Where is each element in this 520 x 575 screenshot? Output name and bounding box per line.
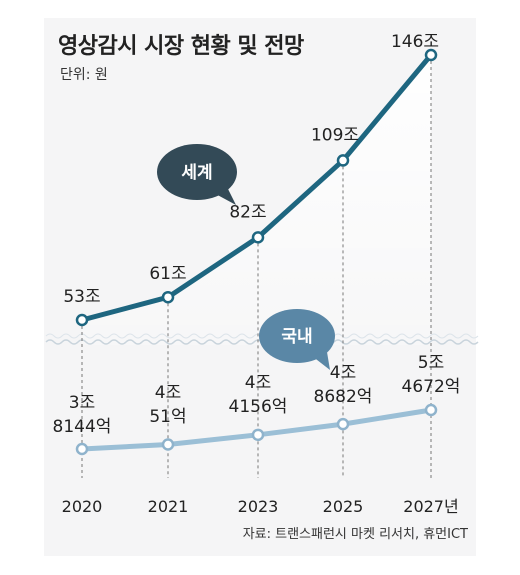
world-data-label: 61조 bbox=[149, 264, 186, 284]
world-series-bubble-label: 세계 bbox=[181, 163, 212, 183]
world-data-label: 82조 bbox=[229, 202, 266, 222]
world-point bbox=[336, 154, 350, 167]
x-tick-label: 2023 bbox=[238, 497, 279, 516]
world-point bbox=[75, 313, 89, 327]
x-tick-label: 2027년 bbox=[403, 497, 458, 516]
domestic-point bbox=[424, 403, 438, 417]
domestic-data-label: 51억 bbox=[149, 407, 186, 427]
x-tick-label: 2021 bbox=[148, 497, 189, 516]
x-tick-label: 2025 bbox=[323, 497, 364, 516]
x-tick-label: 2020 bbox=[62, 497, 103, 516]
world-point bbox=[251, 231, 265, 244]
unit-label: 단위: 원 bbox=[60, 67, 108, 83]
world-data-label: 109조 bbox=[311, 125, 359, 145]
world-data-label: 146조 bbox=[391, 32, 439, 52]
domestic-data-label: 4672억 bbox=[402, 377, 461, 397]
domestic-point bbox=[161, 438, 175, 451]
domestic-data-label: 4156억 bbox=[229, 397, 288, 417]
world-series-bubble bbox=[157, 144, 237, 200]
domestic-data-label: 4조 bbox=[245, 373, 271, 393]
world-area bbox=[82, 55, 431, 345]
domestic-data-label: 5조 bbox=[418, 353, 444, 373]
domestic-data-label: 8144억 bbox=[53, 417, 112, 437]
domestic-point bbox=[336, 417, 350, 431]
domestic-data-label: 4조 bbox=[155, 383, 181, 403]
domestic-data-label: 8682억 bbox=[314, 387, 373, 407]
world-point bbox=[161, 290, 175, 304]
chart-title: 영상감시 시장 현황 및 전망 bbox=[58, 34, 304, 59]
domestic-point bbox=[251, 428, 265, 442]
domestic-series-bubble bbox=[259, 309, 335, 363]
domestic-data-label: 3조 bbox=[69, 393, 95, 413]
world-point bbox=[424, 48, 438, 62]
domestic-series-bubble-label: 국내 bbox=[281, 327, 312, 347]
source-note: 자료: 트랜스패런시 마켓 리서치, 휴먼ICT bbox=[242, 527, 468, 542]
domestic-point bbox=[75, 442, 89, 456]
world-data-label: 53조 bbox=[63, 287, 100, 307]
domestic-data-label: 4조 bbox=[330, 363, 356, 383]
